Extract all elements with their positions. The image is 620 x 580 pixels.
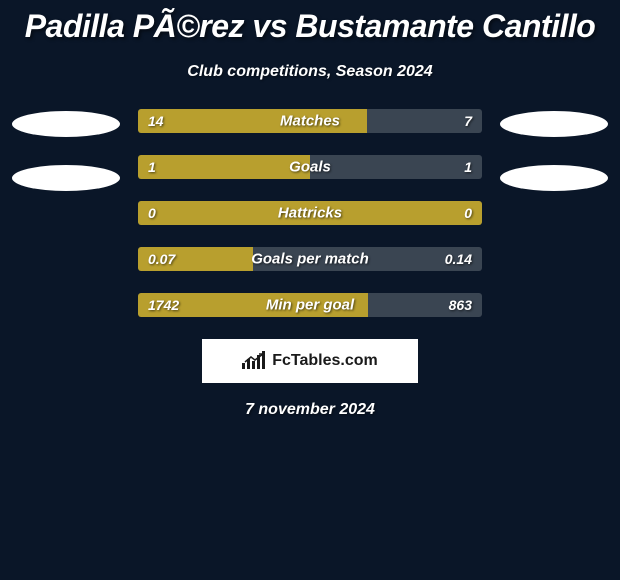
stat-value-left: 14: [148, 113, 164, 129]
stat-row: Goals per match 0.07 0.14: [138, 247, 482, 271]
stat-row: Min per goal 1742 863: [138, 293, 482, 317]
stats-rows: Matches 14 7 Goals 1 1 Hattricks 0 0 Goals per ma…: [138, 109, 482, 317]
brand-logo: FcTables.com: [202, 339, 418, 383]
stat-value-right: 0.14: [445, 251, 472, 267]
stat-label: Goals: [289, 159, 331, 176]
bar-left: [138, 155, 310, 179]
stat-value-left: 1: [148, 159, 156, 175]
stat-label: Min per goal: [266, 297, 354, 314]
avatar: [12, 111, 120, 137]
left-player-avatars: [12, 109, 120, 191]
stat-label: Matches: [280, 113, 340, 130]
stat-value-left: 0: [148, 205, 156, 221]
avatar: [12, 165, 120, 191]
stat-row: Hattricks 0 0: [138, 201, 482, 225]
comparison-widget: Padilla PÃ©rez vs Bustamante Cantillo Cl…: [0, 0, 620, 419]
avatar: [500, 165, 608, 191]
stats-area: Matches 14 7 Goals 1 1 Hattricks 0 0 Goals per ma…: [0, 109, 620, 317]
date-label: 7 november 2024: [245, 401, 375, 419]
stat-row: Goals 1 1: [138, 155, 482, 179]
footer: FcTables.com 7 november 2024: [0, 339, 620, 419]
stat-value-right: 7: [464, 113, 472, 129]
stat-label: Hattricks: [278, 205, 342, 222]
brand-text: FcTables.com: [272, 352, 378, 370]
stat-value-left: 1742: [148, 297, 179, 313]
right-player-avatars: [500, 109, 608, 191]
arrow-icon: [244, 353, 264, 363]
stat-label: Goals per match: [251, 251, 369, 268]
logo-bar: [242, 363, 245, 369]
stat-value-right: 863: [449, 297, 472, 313]
stat-value-right: 1: [464, 159, 472, 175]
stat-value-right: 0: [464, 205, 472, 221]
page-subtitle: Club competitions, Season 2024: [0, 63, 620, 81]
page-title: Padilla PÃ©rez vs Bustamante Cantillo: [0, 8, 620, 45]
bar-right: [310, 155, 482, 179]
stat-row: Matches 14 7: [138, 109, 482, 133]
stat-value-left: 0.07: [148, 251, 175, 267]
chart-icon: [242, 351, 266, 371]
avatar: [500, 111, 608, 137]
